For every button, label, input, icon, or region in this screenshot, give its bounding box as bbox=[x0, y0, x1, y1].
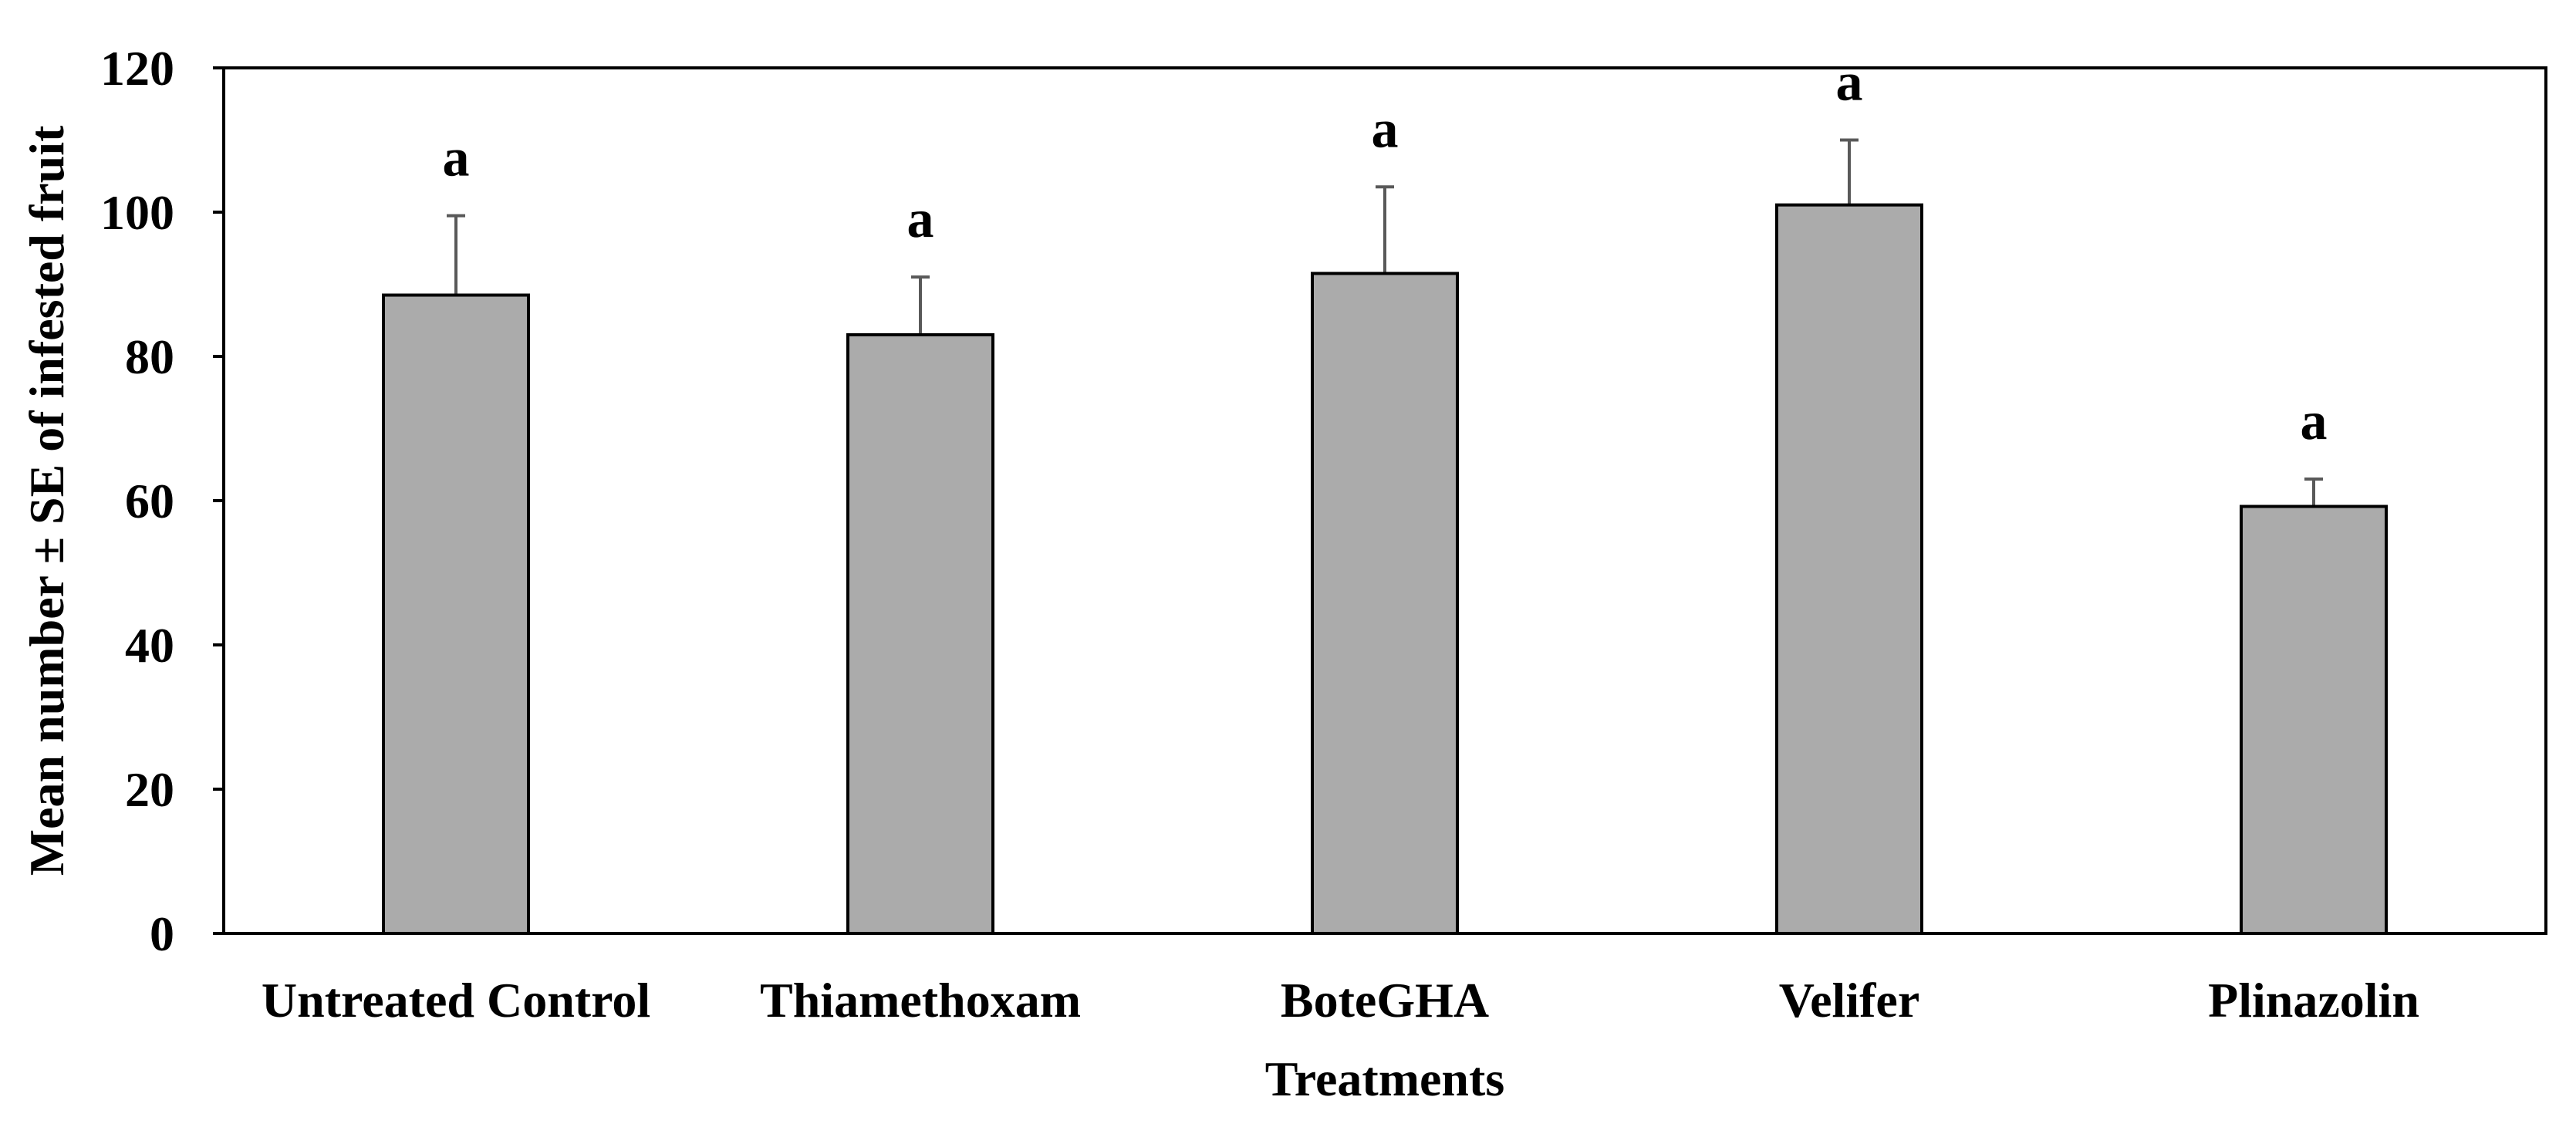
y-tick-label: 60 bbox=[125, 474, 174, 528]
x-axis-category-labels: Untreated Control Thiamethoxam BoteGHA Veli… bbox=[262, 973, 2419, 1028]
error-bars bbox=[447, 138, 2323, 507]
significance-letter: a bbox=[443, 129, 470, 188]
x-axis-title: Treatments bbox=[1265, 1051, 1504, 1106]
y-tick-label: 20 bbox=[125, 762, 174, 817]
significance-labels: a a a a a bbox=[443, 53, 2328, 451]
x-category-label: Thiamethoxam bbox=[760, 973, 1081, 1028]
x-category-label: Plinazolin bbox=[2208, 973, 2419, 1028]
bar bbox=[1311, 272, 1459, 936]
y-tick-label: 0 bbox=[150, 906, 174, 961]
bars bbox=[382, 203, 2388, 936]
significance-letter: a bbox=[2301, 392, 2328, 451]
bar bbox=[382, 293, 530, 935]
significance-letter: a bbox=[907, 190, 934, 249]
y-axis-title: Mean number ± SE of infested fruit bbox=[19, 125, 74, 876]
x-category-label: Untreated Control bbox=[262, 973, 650, 1028]
y-axis-ticks: 0 20 40 60 80 100 120 bbox=[100, 41, 224, 961]
bar bbox=[846, 332, 994, 935]
x-category-label: BoteGHA bbox=[1281, 973, 1489, 1028]
significance-letter: a bbox=[1836, 53, 1863, 113]
bar bbox=[2240, 505, 2388, 935]
y-tick-label: 40 bbox=[125, 618, 174, 673]
y-tick-label: 100 bbox=[100, 185, 174, 240]
bar bbox=[1775, 203, 1923, 935]
significance-letter: a bbox=[1372, 100, 1399, 159]
y-tick-label: 80 bbox=[125, 329, 174, 384]
y-tick-label: 120 bbox=[100, 41, 174, 96]
x-category-label: Velifer bbox=[1779, 973, 1919, 1028]
